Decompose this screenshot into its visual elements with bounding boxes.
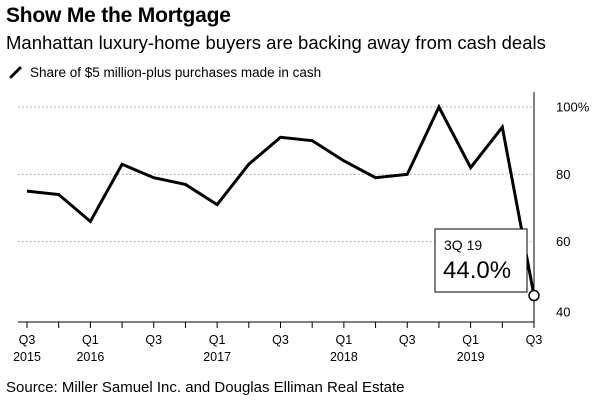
annotation-callout: 3Q 19 44.0% — [434, 228, 528, 293]
x-tick-year-label-10: 2018 — [330, 350, 358, 364]
annotation-box — [434, 228, 528, 293]
x-tick-label-14: Q1 — [462, 333, 479, 347]
x-tick-year-label-14: 2019 — [457, 350, 485, 364]
source-note: Source: Miller Samuel Inc. and Douglas E… — [6, 379, 405, 396]
chart-title: Show Me the Mortgage — [6, 4, 231, 27]
x-tick-year-label-2: 2016 — [76, 350, 104, 364]
x-tick-label-8: Q3 — [272, 333, 289, 347]
legend-line-icon — [9, 66, 22, 79]
annotation-value: 44.0% — [443, 257, 511, 284]
x-tick-label-6: Q1 — [209, 333, 226, 347]
x-tick-label-16: Q3 — [526, 333, 543, 347]
x-tick-year-label-6: 2017 — [203, 350, 231, 364]
legend-label: Share of $5 million-plus purchases made … — [30, 64, 322, 80]
x-tick-label-0: Q3 — [19, 333, 36, 347]
y-tick-label-100: 100% — [556, 99, 590, 114]
y-tick-label-40: 40 — [556, 304, 570, 319]
y-tick-label-80: 80 — [556, 167, 570, 182]
y-tick-label-60: 60 — [556, 234, 570, 249]
chart-subtitle: Manhattan luxury-home buyers are backing… — [6, 32, 546, 53]
legend: Share of $5 million-plus purchases made … — [8, 64, 321, 80]
x-tick-label-10: Q1 — [336, 333, 353, 347]
x-tick-label-4: Q3 — [145, 333, 162, 347]
x-tick-label-12: Q3 — [399, 333, 416, 347]
x-tick-year-label-0: 2015 — [13, 350, 41, 364]
series-line — [26, 103, 536, 296]
x-tick-label-2: Q1 — [82, 333, 99, 347]
highlight-point — [528, 289, 540, 302]
annotation-label: 3Q 19 — [444, 237, 482, 253]
